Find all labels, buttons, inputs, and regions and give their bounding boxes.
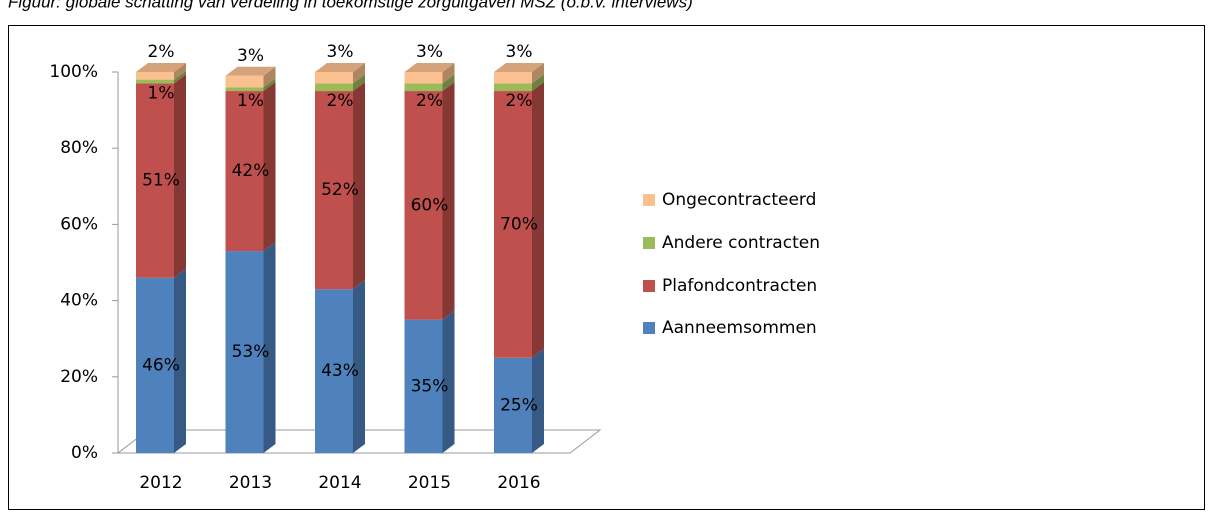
bar (404, 72, 443, 84)
data-label: 2% (148, 42, 175, 62)
bar (494, 72, 532, 84)
x-tick-label: 2013 (229, 473, 272, 493)
y-tick-label: 100% (49, 62, 98, 82)
data-label: 46% (142, 355, 180, 375)
bar (404, 91, 443, 320)
bar-side (263, 242, 276, 453)
bar-side (442, 63, 455, 84)
bar-side (263, 78, 276, 92)
data-label: 53% (232, 342, 270, 362)
legend-label: Andere contracten (662, 233, 820, 253)
bar-side (442, 74, 455, 92)
bar-side (353, 82, 365, 290)
data-label: 43% (321, 361, 359, 381)
legend-swatch (643, 194, 655, 206)
legend-label: Ongecontracteerd (662, 190, 816, 210)
bar-side (532, 348, 544, 453)
bar (315, 83, 353, 92)
bar-side (442, 310, 455, 453)
bar-side (174, 63, 186, 80)
data-label: 3% (416, 42, 443, 62)
bar (494, 83, 532, 92)
y-tick-label: 60% (60, 214, 98, 234)
bar-side (174, 74, 186, 278)
bar (315, 289, 353, 453)
bar (404, 319, 443, 453)
bar (225, 75, 264, 88)
bar-side (532, 82, 544, 358)
bar (136, 277, 174, 453)
data-label: 3% (506, 42, 533, 62)
bar (315, 72, 353, 84)
data-label: 1% (148, 83, 175, 103)
x-tick-label: 2016 (497, 473, 540, 493)
bar-side (353, 63, 365, 84)
bar (494, 91, 532, 358)
data-label: 2% (506, 91, 533, 111)
y-tick-label: 20% (60, 367, 98, 387)
data-label: 3% (237, 46, 264, 66)
bar-top (225, 66, 276, 76)
bar (225, 87, 264, 92)
legend-swatch (643, 237, 655, 249)
bar-side (442, 82, 455, 320)
bar (136, 72, 174, 80)
data-label: 2% (416, 91, 443, 111)
data-label: 25% (500, 395, 538, 415)
bar-side (353, 74, 365, 92)
y-tick-label: 0% (71, 443, 98, 463)
y-tick-label: 80% (60, 138, 98, 158)
bar-top (136, 63, 186, 72)
bar-top (494, 63, 544, 72)
chart-title: Figuur: globale schatting van verdeling … (8, 0, 693, 11)
data-label: 51% (142, 171, 180, 191)
bar (315, 91, 353, 290)
bar-side (353, 280, 365, 453)
legend-label: Aanneemsommen (662, 318, 817, 338)
bar (136, 83, 174, 278)
legend-swatch (643, 322, 655, 334)
x-tick-label: 2015 (408, 473, 451, 493)
data-label: 1% (237, 91, 264, 111)
data-label: 42% (232, 161, 270, 181)
x-tick-label: 2012 (139, 473, 182, 493)
bar-side (532, 74, 544, 92)
bar-side (532, 63, 544, 84)
chart-border (8, 25, 1205, 510)
bar-side (263, 82, 276, 252)
y-tick-label: 40% (60, 291, 98, 311)
bar (404, 83, 443, 92)
data-label: 70% (500, 214, 538, 234)
data-label: 2% (327, 91, 354, 111)
bar (225, 251, 264, 453)
legend-swatch (643, 280, 655, 292)
bar (494, 357, 532, 453)
legend-label: Plafondcontracten (662, 276, 817, 296)
bar (225, 91, 264, 252)
bar-top (315, 63, 365, 72)
data-label: 52% (321, 180, 359, 200)
data-label: 35% (411, 376, 449, 396)
bar (136, 79, 174, 84)
data-label: 60% (411, 195, 449, 215)
bar-side (263, 66, 276, 88)
x-tick-label: 2014 (318, 473, 361, 493)
data-label: 3% (327, 42, 354, 62)
bar-side (174, 268, 186, 453)
bar-side (174, 70, 186, 84)
bar-top (404, 63, 455, 72)
